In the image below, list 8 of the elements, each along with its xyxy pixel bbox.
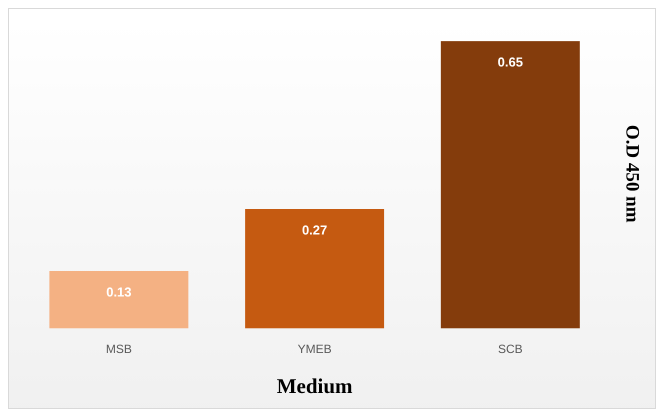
data-label: 0.65: [498, 54, 523, 70]
y-axis-title: O.D 450 nm: [622, 124, 643, 223]
data-label: 0.13: [106, 284, 132, 300]
x-axis-title: Medium: [276, 374, 354, 398]
x-tick-label: MSB: [106, 342, 132, 356]
x-tick-label: SCB: [498, 342, 523, 356]
x-tick-label: YMEB: [298, 342, 332, 356]
data-label: 0.27: [302, 222, 328, 238]
